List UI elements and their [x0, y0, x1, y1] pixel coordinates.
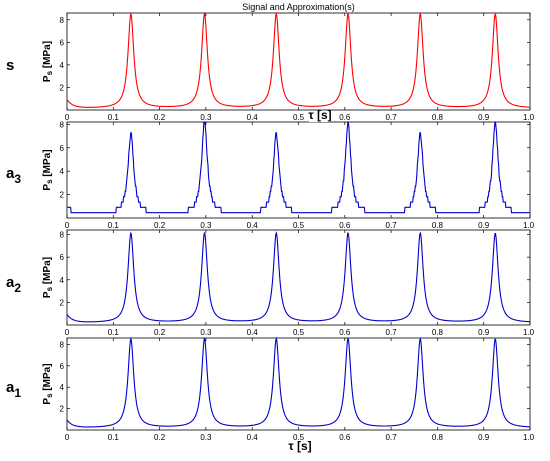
y-tick-label: 8: [60, 340, 65, 349]
row-label: a2: [6, 274, 21, 295]
series-line-s: [66, 11, 531, 108]
chart-title: Signal and Approximation(s): [242, 2, 355, 12]
x-tick-label: 1.0: [523, 433, 535, 442]
x-tick-label: 1.0: [523, 113, 535, 122]
row-label: a3: [6, 165, 21, 186]
x-tick-label: 0.6: [339, 433, 351, 442]
x-label-bg-top: [309, 111, 331, 122]
x-tick-label: 0.2: [154, 328, 166, 337]
y-tick-label: 4: [60, 383, 65, 392]
y-axis-label: Ps [MPa]: [42, 149, 54, 190]
x-tick-label: 0.5: [293, 433, 305, 442]
y-tick-label: 2: [60, 191, 65, 200]
x-axis-label-top: τ [s]: [308, 108, 331, 122]
y-axis-label: Ps [MPa]: [42, 41, 54, 82]
y-tick-label: 2: [60, 298, 65, 307]
y-axis-label: Ps [MPa]: [42, 363, 54, 404]
y-tick-label: 6: [60, 144, 65, 153]
x-tick-label: 0.3: [200, 433, 212, 442]
y-tick-label: 6: [60, 362, 65, 371]
y-tick-label: 8: [60, 120, 65, 129]
x-tick-label: 0: [65, 221, 70, 230]
x-tick-label: 0.5: [293, 328, 305, 337]
x-tick-label: 0: [65, 113, 70, 122]
x-tick-label: 0.1: [108, 328, 120, 337]
plot-frame: [66, 12, 531, 111]
y-tick-label: 4: [60, 276, 65, 285]
y-tick-label: 4: [60, 61, 65, 70]
x-tick-label: 0.3: [200, 221, 212, 230]
plot-frame: [66, 337, 531, 431]
x-axis-label: τ [s]: [288, 439, 311, 453]
x-tick-label: 0.2: [154, 433, 166, 442]
x-tick-label: 0.3: [200, 113, 212, 122]
plot-frame: [66, 229, 531, 326]
x-tick-label: 0.4: [247, 433, 259, 442]
x-tick-label: 0.7: [386, 113, 398, 122]
x-tick-label: 0.7: [386, 328, 398, 337]
x-tick-label: 0.2: [154, 221, 166, 230]
panel-a2: 0 0.1 0.2 0.3 0.4 0.5 0.6 0.7 0.8 0.9 1.0 2 4 6 8 Ps [M…: [6, 229, 535, 337]
x-tick-label: 0.7: [386, 221, 398, 230]
y-tick-label: 4: [60, 167, 65, 176]
y-tick-label: 6: [60, 38, 65, 47]
row-label: s: [6, 57, 14, 74]
x-tick-label: 0.9: [478, 328, 490, 337]
x-tick-label: 0.7: [386, 433, 398, 442]
x-tick-label: 0.9: [478, 113, 490, 122]
y-axis-label: Ps [MPa]: [42, 257, 54, 298]
y-tick-label: 2: [60, 83, 65, 92]
x-tick-label: 0.3: [200, 328, 212, 337]
x-tick-label: 1.0: [523, 221, 535, 230]
series-line-a3: [67, 121, 530, 214]
x-tick-label: 0.4: [247, 221, 259, 230]
y-tick-label: 2: [60, 405, 65, 414]
x-tick-label: 0.4: [247, 328, 259, 337]
panel-s: 0 0.1 0.2 0.3 0.4 0.5 0.6 0.7 0.8 0.9 1.0 2 4 6 8 Ps [M…: [6, 2, 535, 122]
plot-frame: [66, 121, 531, 219]
y-tick-label: 8: [60, 16, 65, 25]
x-tick-label: 0.9: [478, 433, 490, 442]
x-tick-label: 0: [65, 433, 70, 442]
x-tick-label: 1.0: [523, 328, 535, 337]
x-tick-label: 0.2: [154, 113, 166, 122]
panel-a1: 0 0.1 0.2 0.3 0.4 0.5 0.6 0.7 0.8 0.9 1.0 2 4 6 8 Ps [M…: [6, 336, 535, 442]
x-tick-label: 0.5: [293, 221, 305, 230]
row-label: a1: [6, 379, 21, 400]
x-tick-label: 0.8: [432, 221, 444, 230]
x-tick-label: 0.6: [339, 328, 351, 337]
x-tick-label: 0.8: [432, 113, 444, 122]
series-line-a1: [66, 336, 531, 428]
x-tick-label: 0.4: [247, 113, 259, 122]
x-tick-label: 0.9: [478, 221, 490, 230]
x-tick-label: 0.8: [432, 433, 444, 442]
x-tick-label: 0.6: [339, 221, 351, 230]
y-tick-label: 8: [60, 231, 65, 240]
y-tick-label: 6: [60, 253, 65, 262]
x-tick-label: 0.1: [108, 433, 120, 442]
x-tick-label: 0.8: [432, 328, 444, 337]
x-tick-label: 0.5: [293, 113, 305, 122]
x-tick-label: 0.1: [108, 113, 120, 122]
x-tick-label: 0.6: [339, 113, 351, 122]
series-line-a2: [66, 231, 531, 323]
x-tick-label: 0.1: [108, 221, 120, 230]
panel-a3: 0 0.1 0.2 0.3 0.4 0.5 0.6 0.7 0.8 0.9 1.0 2 4 6 8 Ps [M…: [6, 120, 535, 230]
x-tick-label: 0: [65, 328, 70, 337]
